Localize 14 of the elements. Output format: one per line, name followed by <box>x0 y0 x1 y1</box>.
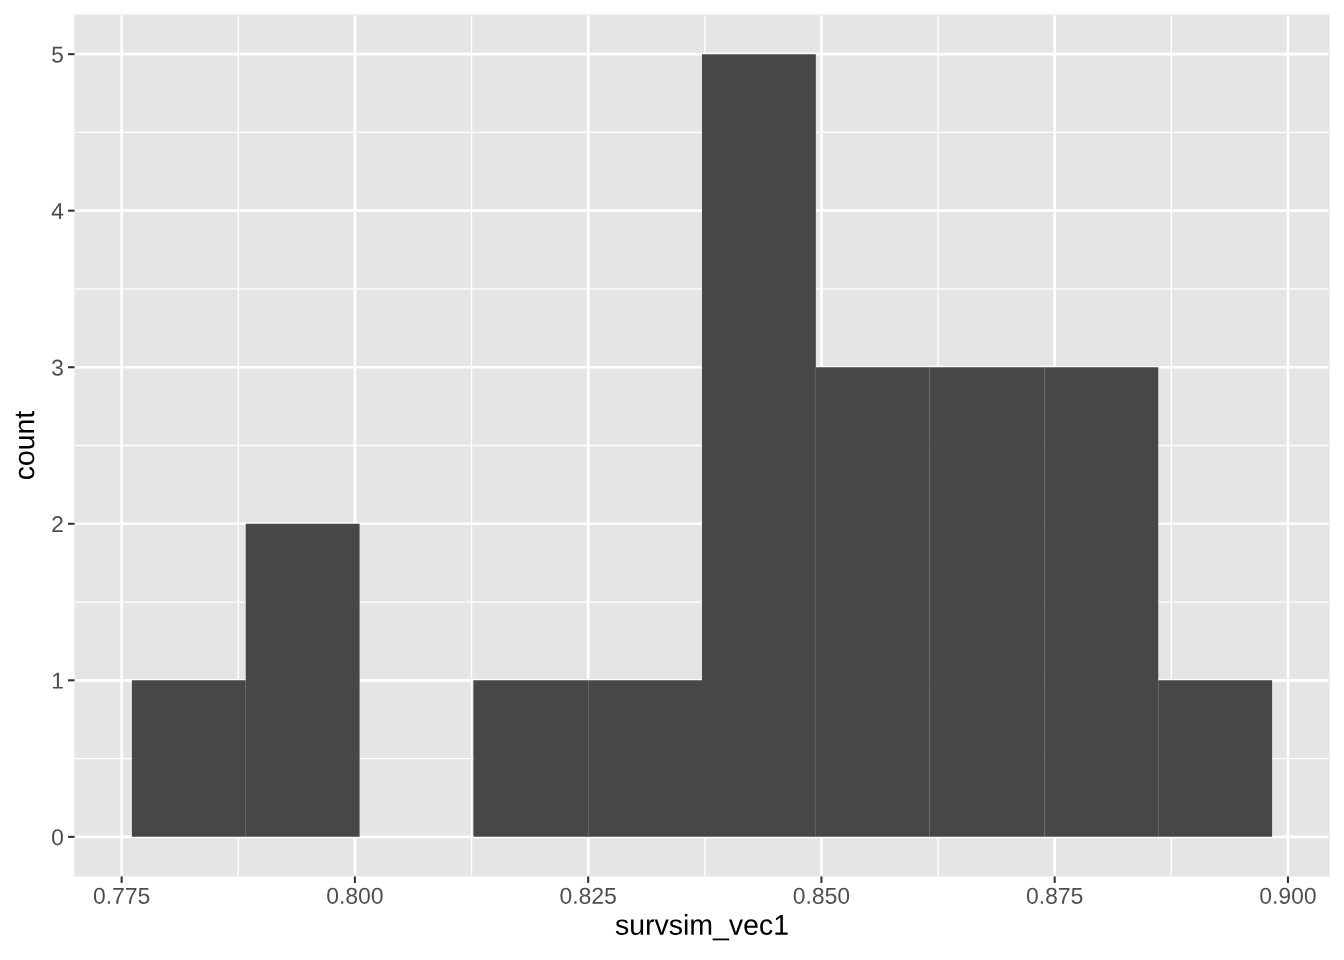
x-tick-label: 0.825 <box>560 887 616 904</box>
y-axis-title: count <box>15 410 35 480</box>
x-tick-label: 0.875 <box>1026 887 1083 904</box>
x-axis-title: survsim_vec1 <box>615 914 788 941</box>
y-tick-label: 4 <box>51 203 64 219</box>
y-tick-label: 2 <box>52 516 63 533</box>
y-tick-label: 0 <box>52 829 63 846</box>
x-tick-label: 0.900 <box>1260 887 1316 904</box>
y-tick-label: 1 <box>52 672 63 689</box>
y-tick-label: 5 <box>52 46 63 63</box>
y-tick-label: 3 <box>52 359 63 376</box>
x-tick-label: 0.850 <box>793 887 850 904</box>
x-tick-label: 0.800 <box>327 887 383 904</box>
x-tick-label: 0.775 <box>93 887 150 904</box>
